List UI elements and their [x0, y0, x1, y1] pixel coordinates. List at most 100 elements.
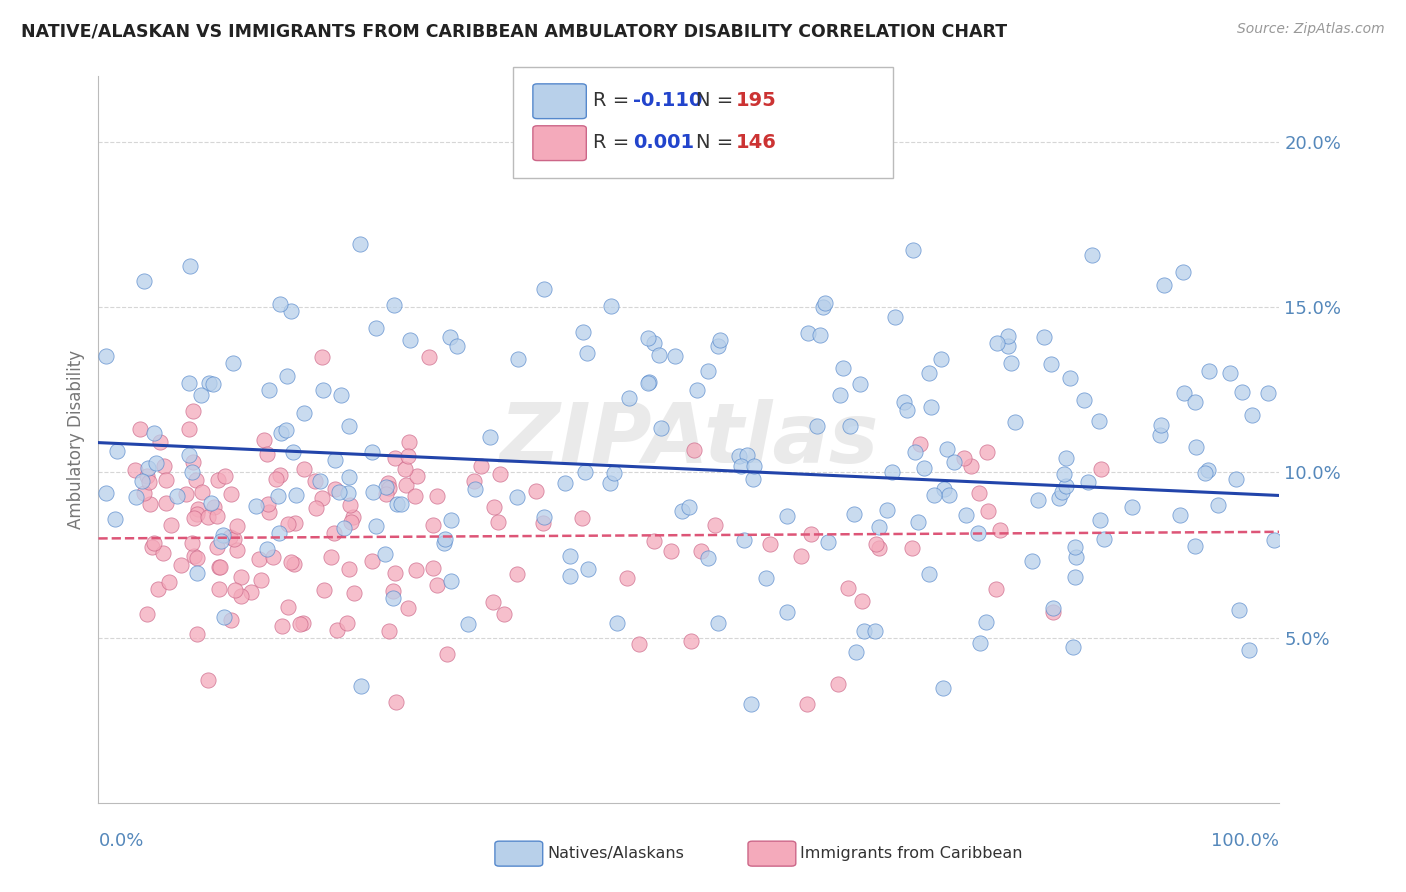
Point [1149, 427, 1171, 442]
Point [896, 403, 918, 417]
Point [190, 388, 212, 402]
Point [180, 465, 202, 479]
Point [977, 504, 1000, 518]
Point [1197, 463, 1219, 477]
Point [226, 542, 249, 557]
Point [198, 376, 221, 390]
Point [269, 296, 291, 310]
Point [463, 474, 485, 488]
Point [533, 282, 555, 296]
Point [1173, 386, 1195, 401]
Point [375, 487, 398, 501]
Point [337, 486, 360, 500]
Point [942, 455, 965, 469]
Point [990, 523, 1012, 537]
Text: R =: R = [593, 133, 636, 153]
Point [209, 560, 232, 574]
Point [482, 500, 505, 514]
Text: Natives/Alaskans: Natives/Alaskans [547, 847, 683, 861]
Text: ZIPAtlas: ZIPAtlas [499, 399, 879, 480]
Point [186, 550, 208, 565]
Point [1000, 356, 1022, 370]
Point [733, 533, 755, 548]
Point [967, 525, 990, 540]
Point [893, 395, 915, 409]
Point [617, 392, 640, 406]
Point [292, 461, 315, 475]
Point [883, 310, 905, 324]
Point [395, 478, 418, 492]
Point [214, 610, 236, 624]
Point [918, 566, 941, 581]
Text: N =: N = [696, 91, 740, 111]
Point [868, 541, 890, 555]
Point [789, 549, 811, 563]
Point [124, 490, 146, 504]
Point [136, 468, 159, 483]
Point [337, 470, 360, 484]
Point [1053, 467, 1076, 482]
Point [179, 376, 201, 390]
Point [697, 364, 720, 378]
Point [606, 615, 628, 630]
Point [170, 558, 193, 573]
Point [678, 500, 700, 514]
Point [312, 383, 335, 397]
Point [1021, 554, 1043, 568]
Point [160, 518, 183, 533]
Point [226, 518, 249, 533]
Point [104, 512, 127, 526]
Point [219, 613, 242, 627]
Point [179, 422, 201, 436]
Point [197, 673, 219, 687]
Point [440, 574, 463, 589]
Point [311, 491, 333, 505]
Point [697, 551, 720, 566]
Point [1184, 395, 1206, 409]
Point [381, 591, 404, 605]
Point [959, 459, 981, 474]
Point [852, 624, 875, 638]
Point [363, 484, 385, 499]
Point [506, 567, 529, 582]
Point [849, 376, 872, 391]
Point [648, 348, 671, 362]
Point [374, 547, 396, 561]
Point [1153, 278, 1175, 293]
Point [264, 472, 287, 486]
Point [922, 487, 945, 501]
Point [181, 455, 204, 469]
Point [262, 549, 284, 564]
Text: Source: ZipAtlas.com: Source: ZipAtlas.com [1237, 22, 1385, 37]
Point [974, 615, 997, 630]
Point [405, 468, 427, 483]
Point [600, 299, 623, 313]
Point [1198, 364, 1220, 378]
Point [129, 421, 152, 435]
Point [578, 562, 600, 576]
Point [139, 497, 162, 511]
Point [901, 541, 924, 555]
Point [1052, 484, 1074, 499]
Point [389, 497, 412, 511]
Point [249, 573, 271, 587]
Point [257, 505, 280, 519]
Point [141, 540, 163, 554]
Point [643, 335, 665, 350]
Point [337, 562, 360, 576]
Point [758, 537, 780, 551]
Point [153, 458, 176, 473]
Point [863, 624, 886, 639]
Point [270, 425, 292, 440]
Point [470, 459, 492, 474]
Point [181, 404, 204, 418]
Point [384, 450, 406, 465]
Point [366, 321, 388, 335]
Point [131, 474, 153, 488]
Point [686, 384, 709, 398]
Point [1230, 385, 1253, 400]
Point [361, 554, 384, 568]
Point [396, 450, 419, 464]
Point [1227, 603, 1250, 617]
Point [394, 461, 416, 475]
